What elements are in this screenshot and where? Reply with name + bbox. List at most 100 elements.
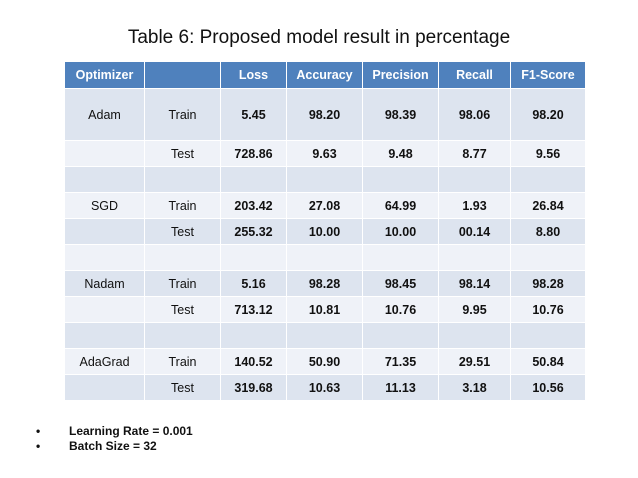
accuracy-cell: 27.08 — [286, 192, 363, 219]
accuracy-cell: 10.00 — [286, 218, 363, 245]
empty-cell — [438, 244, 511, 271]
empty-cell — [64, 244, 145, 271]
empty-cell — [510, 322, 586, 349]
header-accuracy: Accuracy — [286, 61, 363, 89]
results-table: Optimizer Loss Accuracy Precision Recall… — [64, 61, 586, 401]
empty-cell — [144, 166, 221, 193]
empty-cell — [438, 166, 511, 193]
header-loss: Loss — [220, 61, 287, 89]
table-title: Table 6: Proposed model result in percen… — [127, 27, 511, 48]
note-learning-rate: • Learning Rate = 0.001 — [36, 424, 193, 439]
table-row-spacer — [64, 322, 586, 349]
loss-cell: 140.52 — [220, 348, 287, 375]
precision-cell: 71.35 — [362, 348, 439, 375]
empty-cell — [64, 322, 145, 349]
precision-cell: 98.39 — [362, 88, 439, 141]
f1-score-cell: 10.56 — [510, 374, 586, 401]
optimizer-cell: Adam — [64, 88, 145, 141]
precision-cell: 9.48 — [362, 140, 439, 167]
recall-cell: 1.93 — [438, 192, 511, 219]
recall-cell: 9.95 — [438, 296, 511, 323]
split-cell: Test — [144, 374, 221, 401]
table-row: Adam Train 5.45 98.20 98.39 98.06 98.20 — [64, 88, 586, 141]
table-row: Test 713.12 10.81 10.76 9.95 10.76 — [64, 296, 586, 323]
optimizer-cell: SGD — [64, 192, 145, 219]
header-row: Optimizer Loss Accuracy Precision Recall… — [64, 61, 586, 89]
header-recall: Recall — [438, 61, 511, 89]
precision-cell: 10.00 — [362, 218, 439, 245]
header-precision: Precision — [362, 61, 439, 89]
header-f1-score: F1-Score — [510, 61, 586, 89]
f1-score-cell: 50.84 — [510, 348, 586, 375]
f1-score-cell: 10.76 — [510, 296, 586, 323]
precision-cell: 98.45 — [362, 270, 439, 297]
loss-cell: 319.68 — [220, 374, 287, 401]
optimizer-cell — [64, 140, 145, 167]
loss-cell: 728.86 — [220, 140, 287, 167]
table-row: Test 728.86 9.63 9.48 8.77 9.56 — [64, 140, 586, 167]
empty-cell — [286, 166, 363, 193]
empty-cell — [510, 244, 586, 271]
empty-cell — [438, 322, 511, 349]
loss-cell: 255.32 — [220, 218, 287, 245]
recall-cell: 98.06 — [438, 88, 511, 141]
accuracy-cell: 9.63 — [286, 140, 363, 167]
split-cell: Train — [144, 270, 221, 297]
f1-score-cell: 98.28 — [510, 270, 586, 297]
table-row: Test 255.32 10.00 10.00 00.14 8.80 — [64, 218, 586, 245]
empty-cell — [510, 166, 586, 193]
f1-score-cell: 8.80 — [510, 218, 586, 245]
table-row-spacer — [64, 244, 586, 271]
table-row: SGD Train 203.42 27.08 64.99 1.93 26.84 — [64, 192, 586, 219]
recall-cell: 00.14 — [438, 218, 511, 245]
recall-cell: 98.14 — [438, 270, 511, 297]
note-batch-size: • Batch Size = 32 — [36, 439, 193, 454]
split-cell: Train — [144, 348, 221, 375]
split-cell: Test — [144, 140, 221, 167]
accuracy-cell: 50.90 — [286, 348, 363, 375]
accuracy-cell: 10.63 — [286, 374, 363, 401]
precision-cell: 11.13 — [362, 374, 439, 401]
empty-cell — [64, 166, 145, 193]
precision-cell: 10.76 — [362, 296, 439, 323]
f1-score-cell: 26.84 — [510, 192, 586, 219]
empty-cell — [362, 166, 439, 193]
f1-score-cell: 9.56 — [510, 140, 586, 167]
split-cell: Test — [144, 296, 221, 323]
empty-cell — [220, 322, 287, 349]
note-text: Learning Rate = 0.001 — [69, 424, 193, 438]
loss-cell: 713.12 — [220, 296, 287, 323]
optimizer-cell: Nadam — [64, 270, 145, 297]
empty-cell — [362, 322, 439, 349]
table-row: AdaGrad Train 140.52 50.90 71.35 29.51 5… — [64, 348, 586, 375]
bullet-icon: • — [36, 424, 41, 438]
split-cell: Train — [144, 88, 221, 141]
recall-cell: 3.18 — [438, 374, 511, 401]
table-row-spacer — [64, 166, 586, 193]
bullet-icon: • — [36, 439, 41, 453]
optimizer-cell — [64, 374, 145, 401]
empty-cell — [286, 244, 363, 271]
f1-score-cell: 98.20 — [510, 88, 586, 141]
accuracy-cell: 10.81 — [286, 296, 363, 323]
recall-cell: 29.51 — [438, 348, 511, 375]
empty-cell — [286, 322, 363, 349]
accuracy-cell: 98.20 — [286, 88, 363, 141]
optimizer-cell — [64, 296, 145, 323]
loss-cell: 203.42 — [220, 192, 287, 219]
empty-cell — [144, 244, 221, 271]
optimizer-cell: AdaGrad — [64, 348, 145, 375]
header-split — [144, 61, 221, 89]
split-cell: Train — [144, 192, 221, 219]
notes-list: • Learning Rate = 0.001 • Batch Size = 3… — [36, 424, 193, 454]
header-optimizer: Optimizer — [64, 61, 145, 89]
empty-cell — [144, 322, 221, 349]
precision-cell: 64.99 — [362, 192, 439, 219]
optimizer-cell — [64, 218, 145, 245]
empty-cell — [362, 244, 439, 271]
loss-cell: 5.45 — [220, 88, 287, 141]
table-row: Test 319.68 10.63 11.13 3.18 10.56 — [64, 374, 586, 401]
note-text: Batch Size = 32 — [69, 439, 157, 453]
empty-cell — [220, 244, 287, 271]
accuracy-cell: 98.28 — [286, 270, 363, 297]
